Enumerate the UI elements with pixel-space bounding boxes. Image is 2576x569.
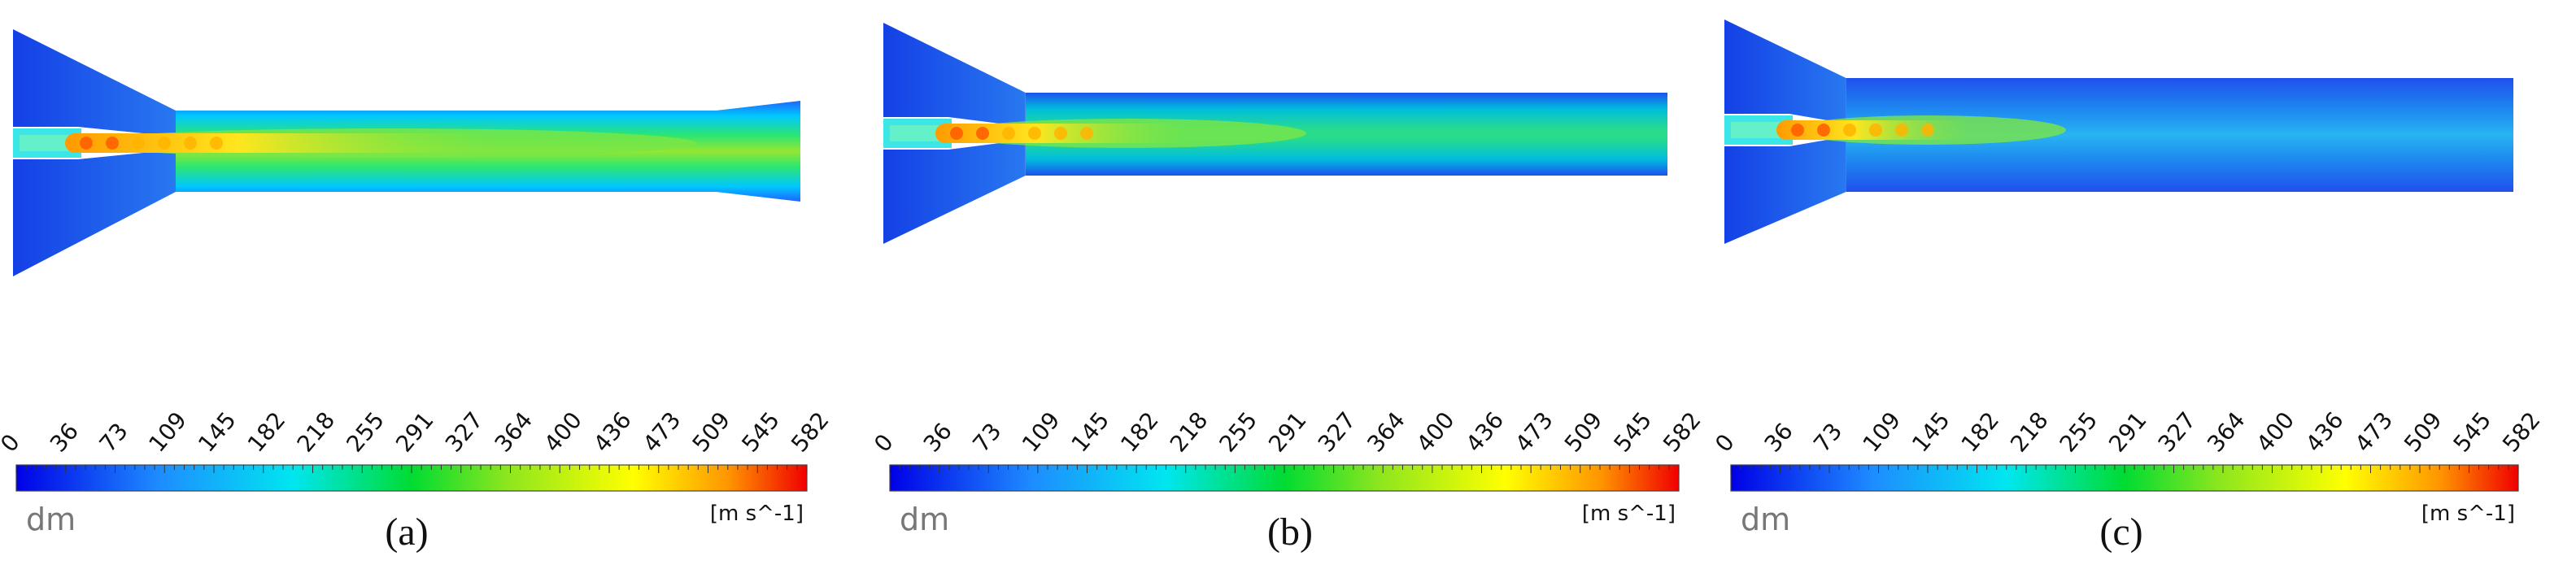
tick-label: 255 [341,406,390,457]
quantity-label: dm [1741,502,1790,537]
shock-cell [184,137,197,150]
tick-label: 582 [1658,406,1706,457]
tick-label: 545 [1608,406,1657,457]
tick-label: 400 [1411,406,1460,457]
shock-cell [1895,124,1908,137]
tick-label: 473 [638,406,686,457]
upper-blade [13,29,176,137]
contour-plot [883,23,1667,244]
tick-label: 36 [1759,418,1798,458]
shock-cell [976,127,989,140]
lower-blade [13,150,176,276]
tick-label: 545 [736,406,785,457]
unit-label: [m s^-1] [710,502,804,526]
tick-label: 436 [2300,406,2349,457]
tick-label: 73 [1808,418,1847,458]
tick-label: 509 [2399,406,2447,457]
tick-label: 473 [2350,406,2399,457]
tick-label: 182 [1956,406,2005,457]
shock-cell [1791,124,1804,137]
unit-label: [m s^-1] [2421,502,2515,526]
shock-cell [132,137,145,150]
tick-label: 36 [45,418,84,458]
tick-label: 473 [1510,406,1558,457]
shock-cell [1869,124,1882,137]
tick-label: 255 [1214,406,1262,457]
panel: 0 36 73 109 145 182 218 255 291 327 364 400 436 473 50… [0,29,835,554]
caption: (c) [2099,510,2142,554]
tick-label: 218 [2005,406,2054,457]
tick-label: 73 [967,418,1006,458]
tick-label: 327 [2153,406,2202,457]
shock-cell [1080,127,1093,140]
tick-label: 182 [1115,406,1164,457]
tube [1846,78,2513,192]
tick-label: 509 [1559,406,1608,457]
tick-label: 400 [538,406,587,457]
panel: 0 36 73 109 145 182 218 255 291 327 364 400 436 473 50… [1710,20,2546,554]
shock-cell [950,127,963,140]
lower-blade [1724,137,1846,244]
tick-label: 218 [1165,406,1214,457]
tick-label: 0 [1710,429,1740,458]
unit-label: [m s^-1] [1582,502,1676,526]
tick-label: 509 [687,406,736,457]
inlet-core [1731,122,1793,138]
tick-label: 291 [1263,406,1312,457]
tick-label: 582 [786,406,835,457]
caption: (a) [385,510,428,554]
tick-label: 255 [2055,406,2103,457]
shock-cell [106,137,119,150]
tick-label: 0 [869,429,899,458]
shock-cell [1002,127,1015,140]
panel: 0 36 73 109 145 182 218 255 291 327 364 400 436 473 50… [869,23,1706,554]
tick-label: 327 [1313,406,1362,457]
shock-cell [1843,124,1856,137]
tick-label: 182 [242,406,291,457]
tick-label: 36 [918,418,957,458]
tick-label: 436 [1461,406,1510,457]
shock-cell [210,137,223,150]
lower-blade [883,140,1026,244]
tick-label: 436 [588,406,637,457]
jet-core [65,133,498,153]
tick-label: 109 [143,406,192,457]
tick-label: 582 [2497,406,2546,457]
tick-label: 291 [390,406,439,457]
shock-cell [158,137,171,150]
shock-cell [1817,124,1830,137]
upper-blade [883,23,1026,127]
shock-cell [1921,124,1934,137]
tick-label: 73 [94,418,133,458]
contour-plot [13,29,800,276]
tick-label: 400 [2251,406,2300,457]
inlet-core [20,135,81,151]
upper-blade [1724,20,1846,124]
shock-cell [1028,127,1041,140]
shock-cell [80,137,93,150]
tick-label: 218 [292,406,341,457]
tick-label: 145 [193,406,242,457]
tick-label: 145 [1066,406,1115,457]
contour-plot [1724,20,2513,244]
quantity-label: dm [26,502,76,537]
tick-label: 109 [1858,406,1907,457]
caption: (b) [1267,510,1313,554]
tick-label: 145 [1907,406,1955,457]
quantity-label: dm [900,502,949,537]
tick-label: 0 [0,429,25,458]
tick-label: 327 [440,406,489,457]
tube [1025,93,1667,176]
tick-label: 364 [2202,406,2251,457]
tick-label: 545 [2448,406,2497,457]
tick-label: 364 [490,406,538,457]
tick-label: 291 [2103,406,2152,457]
colorbar-gradient [889,464,1680,492]
inlet-core [890,125,952,141]
shock-cell [1054,127,1067,140]
tick-label: 109 [1017,406,1066,457]
tick-label: 364 [1362,406,1410,457]
